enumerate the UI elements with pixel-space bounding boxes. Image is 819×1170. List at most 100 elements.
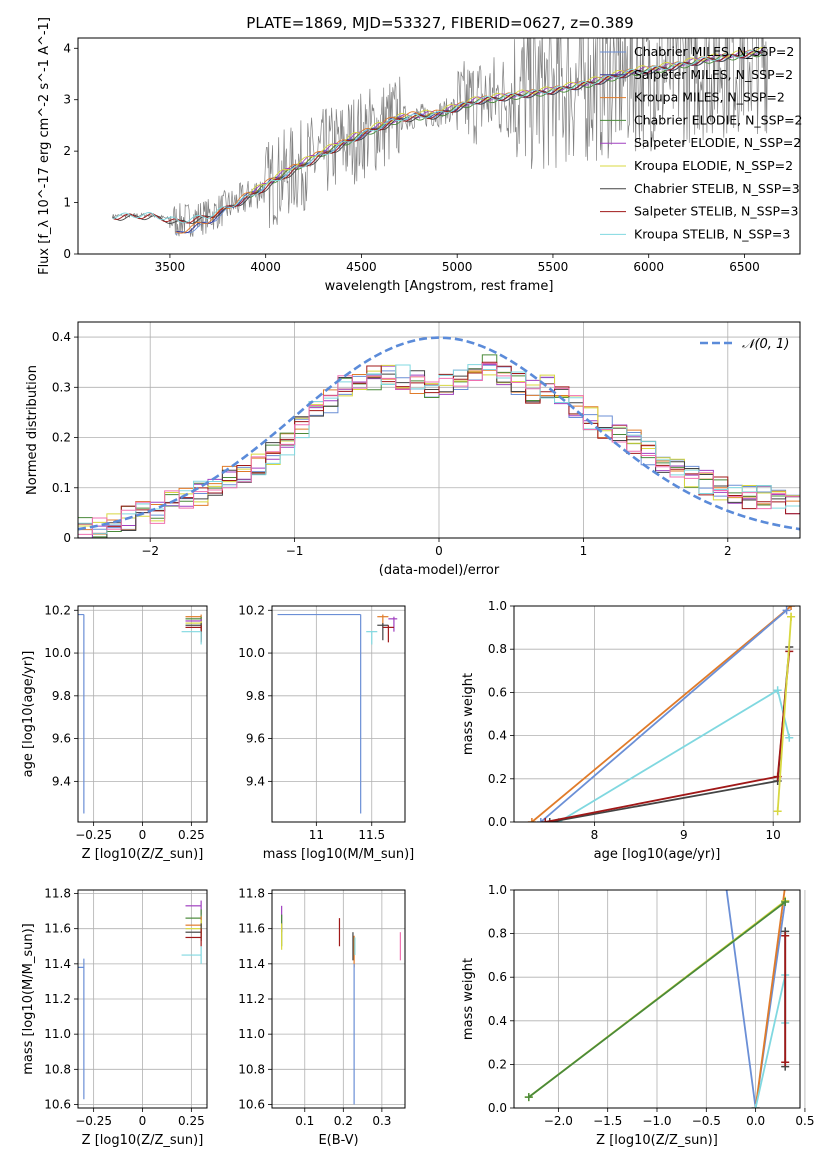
y-tick-label: 11.2 — [44, 992, 71, 1006]
gaussian-curve — [78, 336, 800, 531]
y-tick-label: 11.0 — [44, 1027, 71, 1041]
x-axis-label: age [log10(age/yr)] — [594, 847, 721, 862]
mass-vs-ebv-panel: 0.1 0.2 0.3 10.6 10.8 11.0 11.2 11.4 11.6 11.8 E(B… — [238, 887, 406, 1148]
y-tick-label: 0.6 — [488, 685, 507, 699]
y-axis-label: mass [log10(M/M_sun)] — [21, 923, 36, 1075]
x-tick-label: −2 — [141, 544, 159, 558]
x-tick-label: 2 — [724, 544, 732, 558]
axes-frame — [77, 321, 801, 539]
spectrum-panel: 3500 4000 4500 5000 5500 6000 6500 0 1 2 3 4 wavelen… — [37, 17, 803, 294]
histogram-step-line — [78, 362, 800, 535]
mass-weight-marker — [785, 733, 794, 742]
mass-weight-line — [725, 890, 787, 1108]
y-tick-label: 10.8 — [238, 1062, 265, 1076]
mass-weight-line — [558, 688, 791, 822]
y-tick-label: 10.6 — [44, 1097, 71, 1111]
mass-weight-marker — [773, 686, 782, 695]
x-tick-label: 0 — [139, 1114, 147, 1128]
y-tick-label: 1.0 — [488, 883, 507, 897]
x-tick-label: 0.25 — [178, 828, 205, 842]
y-tick-label: 0.4 — [488, 1014, 507, 1028]
y-tick-label: 11.8 — [44, 887, 71, 901]
y-tick-label: 10.8 — [44, 1062, 71, 1076]
mass-weight-marker — [781, 897, 790, 906]
legend-entry: Kroupa STELIB, N_SSP=3 — [634, 226, 790, 241]
mass-weight-vs-Z-panel: −2.0 −1.5 −1.0 −0.5 0.0 0.5 0.0 0.2 0.4 0.6 0.8 1.0… — [461, 882, 814, 1148]
y-tick-label: 11.2 — [238, 992, 265, 1006]
x-tick-label: −1 — [286, 544, 304, 558]
y-tick-label: 9.4 — [246, 774, 265, 788]
spectrum-plot-area — [112, 38, 768, 237]
plot-area — [527, 606, 796, 822]
x-axis-label: (data-model)/error — [379, 563, 500, 578]
legend-entry: Kroupa ELODIE, N_SSP=2 — [634, 158, 793, 173]
residuals-plot-area — [78, 336, 800, 538]
y-tick-label: 10.6 — [238, 1097, 265, 1111]
y-tick-label: 0.2 — [488, 1057, 507, 1071]
axes-frame — [77, 889, 208, 1109]
mass-weight-line — [540, 609, 788, 822]
axes-frame — [77, 37, 801, 255]
x-tick-label: −1.0 — [642, 1114, 671, 1128]
y-tick-label: 0.0 — [488, 1101, 507, 1115]
x-tick-label: 5000 — [442, 260, 473, 274]
y-tick-label: 0.6 — [488, 970, 507, 984]
y-axis-label: age [log10(age/yr)] — [21, 651, 36, 778]
y-tick-label: 9.8 — [246, 689, 265, 703]
x-tick-label: 0.2 — [334, 1114, 353, 1128]
mass-weight-marker — [773, 807, 782, 816]
model-series-line — [112, 51, 764, 224]
x-tick-label: −1.5 — [593, 1114, 622, 1128]
x-tick-label: 6000 — [633, 260, 664, 274]
x-tick-label: 0 — [139, 828, 147, 842]
y-tick-label: 0.3 — [52, 380, 71, 394]
y-tick-label: 11.8 — [238, 887, 265, 901]
y-axis-label: mass weight — [461, 673, 476, 755]
model-series-line — [112, 50, 764, 224]
y-tick-label: 0.8 — [488, 927, 507, 941]
x-axis-label: E(B-V) — [318, 1133, 358, 1148]
y-tick-label: 0.0 — [488, 815, 507, 829]
mass-vs-Z-panel: −0.25 0 0.25 10.6 10.8 11.0 11.2 11.4 11.6 11.8 Z … — [21, 887, 208, 1148]
mass-weight-marker — [787, 606, 796, 610]
mass-weight-vs-age-panel: 8 9 10 0.0 0.2 0.4 0.6 0.8 1.0 age [log10(age/yr)… — [461, 599, 801, 862]
y-tick-label: 11.6 — [44, 922, 71, 936]
age-vs-mass-panel: 11 11.5 9.4 9.6 9.8 10.0 10.2 mass [log10(M/M_s… — [238, 603, 414, 862]
plot-area — [78, 900, 202, 1100]
plot-area — [524, 882, 790, 1108]
y-tick-label: 0 — [63, 247, 71, 261]
y-tick-label: 3 — [63, 93, 71, 107]
legend-entry: Chabrier STELIB, N_SSP=3 — [634, 181, 800, 196]
legend-entry: Salpeter MILES, N_SSP=2 — [634, 67, 793, 82]
mass-weight-line — [528, 901, 786, 1098]
legend-entry: Salpeter ELODIE, N_SSP=2 — [634, 135, 801, 150]
legend-entry: Salpeter STELIB, N_SSP=3 — [634, 204, 798, 219]
y-tick-label: 10.2 — [238, 603, 265, 617]
legend-entry: Chabrier ELODIE, N_SSP=2 — [634, 112, 803, 127]
mass-weight-marker — [781, 882, 789, 890]
residuals-panel: −2 −1 0 1 2 0 0.1 0.2 0.3 0.4 (data-model)/error No… — [25, 321, 801, 578]
y-axis-label: Flux [f_λ 10^-17 erg cm^-2 s^-1 A^-1] — [37, 17, 52, 275]
y-tick-label: 0.8 — [488, 642, 507, 656]
axes-frame — [271, 605, 406, 823]
mass-weight-marker — [782, 606, 791, 615]
x-tick-label: 10 — [766, 828, 781, 842]
x-tick-label: −0.25 — [75, 828, 112, 842]
mass-weight-line — [776, 616, 792, 812]
x-tick-label: 0.0 — [746, 1114, 765, 1128]
y-axis-label: Normed distribution — [25, 365, 40, 495]
x-tick-label: 9 — [680, 828, 688, 842]
x-tick-label: 5500 — [538, 260, 569, 274]
plot-area — [277, 613, 398, 814]
y-tick-label: 0.2 — [488, 772, 507, 786]
x-tick-label: 0.5 — [795, 1114, 814, 1128]
mass-weight-marker — [545, 818, 554, 822]
mass-weight-line — [545, 651, 791, 822]
figure-title: PLATE=1869, MJD=53327, FIBERID=0627, z=0… — [246, 14, 633, 32]
axes-frame — [77, 605, 208, 823]
x-tick-label: 6500 — [729, 260, 760, 274]
y-tick-label: 9.4 — [52, 774, 71, 788]
x-axis-label: Z [log10(Z/Z_sun)] — [82, 847, 204, 862]
y-tick-label: 1.0 — [488, 599, 507, 613]
